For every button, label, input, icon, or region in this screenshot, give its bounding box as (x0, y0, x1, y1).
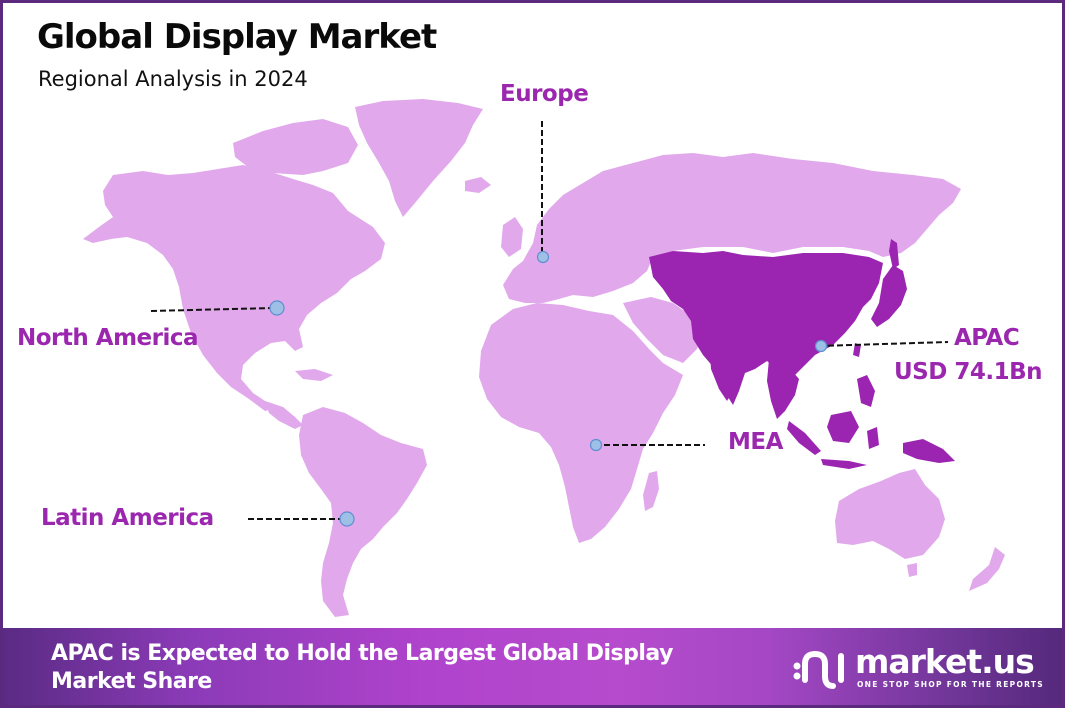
asia-mainland-shape (649, 251, 883, 405)
banner-headline: APAC is Expected to Hold the Largest Glo… (51, 641, 673, 694)
greenland-shape (355, 99, 483, 217)
label-europe: Europe (500, 81, 589, 107)
land-default-regions (83, 99, 1005, 617)
marker-north-america[interactable] (269, 300, 285, 316)
label-apac-value: USD 74.1Bn (894, 359, 1043, 385)
marker-latin-america[interactable] (339, 511, 355, 527)
iceland-shape (465, 177, 491, 193)
india-shape (709, 337, 749, 401)
market-us-logo[interactable]: market.us ONE STOP SHOP FOR THE REPORTS (791, 642, 1044, 692)
taiwan-shape (853, 343, 861, 357)
sumatra-shape (787, 421, 821, 455)
new-zealand-shape (969, 547, 1005, 591)
leader-line-apac (818, 341, 949, 347)
new-guinea-shape (903, 439, 955, 463)
region-markers (269, 250, 828, 527)
middle-east-shape (623, 297, 703, 363)
australia-shape (835, 469, 945, 559)
land-highlight-apac (649, 239, 955, 469)
sakhalin-shape (889, 239, 899, 269)
marker-europe[interactable] (536, 250, 550, 264)
logo-tagline: ONE STOP SHOP FOR THE REPORTS (857, 680, 1044, 689)
label-apac: APAC (954, 325, 1020, 351)
leader-lines (150, 121, 949, 520)
market-us-logo-icon (793, 650, 844, 689)
borneo-shape (827, 411, 859, 443)
caribbean-islands-shape (295, 369, 333, 381)
north-america-shape (83, 165, 385, 411)
java-shape (821, 459, 867, 469)
central-america-shape (265, 401, 303, 429)
madagascar-shape (643, 471, 659, 511)
world-map (83, 99, 1005, 617)
south-america-shape (299, 407, 427, 617)
europe-russia-shape (503, 153, 961, 303)
label-latin-america: Latin America (41, 505, 214, 531)
logo-wordmark: market.us (855, 642, 1035, 681)
page-subtitle: Regional Analysis in 2024 (38, 67, 308, 91)
page-title: Global Display Market (37, 17, 437, 57)
british-isles-shape (501, 217, 523, 257)
japan-shape (871, 265, 907, 327)
marker-mea[interactable] (589, 438, 603, 452)
sulawesi-shape (867, 427, 879, 449)
africa-shape (479, 303, 683, 543)
footer-banner: APAC is Expected to Hold the Largest Glo… (3, 628, 1062, 705)
label-north-america: North America (17, 325, 199, 351)
tasmania-shape (907, 563, 917, 577)
leader-line-north-america (150, 307, 274, 312)
se-asia-peninsula-shape (767, 359, 799, 419)
marker-apac[interactable] (814, 339, 828, 353)
arctic-islands-shape (233, 119, 358, 175)
philippines-shape (857, 375, 875, 407)
label-mea: MEA (728, 429, 783, 455)
